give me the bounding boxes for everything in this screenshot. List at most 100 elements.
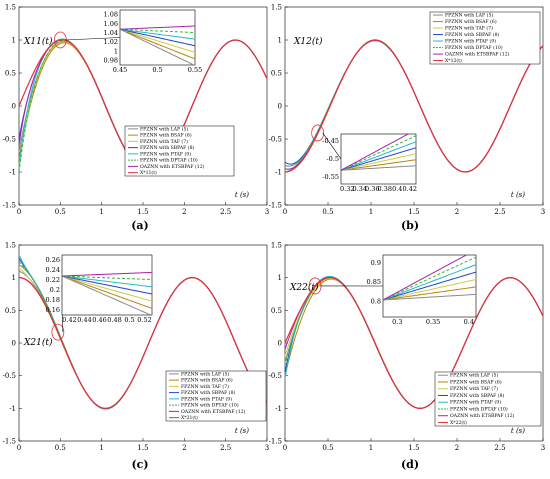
x-tick-label: 2.5: [220, 444, 231, 452]
legend-entry: FPZNN with SBPAF (8): [181, 389, 236, 396]
inset-y-tick-label: 0.18: [46, 296, 60, 304]
x-axis-label: t (s): [511, 427, 525, 435]
zoom-circle: [51, 323, 65, 341]
x-tick-label: 3: [541, 444, 545, 452]
zoom-pointer: [322, 132, 342, 160]
legend-entry: FPZNN with SBPAF (8): [445, 31, 500, 38]
inset-x-tick-label: 0.38: [378, 185, 392, 193]
legend-entry: OAZNN with ETSBPAF (12): [181, 408, 246, 415]
x-axis-label: t (s): [511, 191, 525, 199]
x-tick-label: 2.5: [494, 444, 505, 452]
inset-series-line-6: [120, 28, 195, 34]
inset-series-line-1: [341, 165, 416, 171]
legend-entry: X*21(t): [181, 414, 198, 421]
panel-caption: (c): [131, 458, 148, 471]
inset-y-tick-label: 1: [114, 47, 118, 55]
inset-x-tick-label: 0.42: [62, 316, 76, 324]
y-axis-label: X22(t): [289, 282, 319, 293]
x-tick-label: 2.5: [220, 208, 231, 216]
y-tick-label: 0.5: [5, 70, 16, 78]
inset-series-line-1: [383, 293, 476, 301]
legend-entry: X*22(t): [450, 419, 467, 426]
inset-series-line-3: [383, 279, 476, 301]
legend-box: [165, 370, 267, 422]
inset-series-line-6: [62, 275, 152, 281]
x-tick-label: 2: [182, 208, 186, 216]
inset-y-tick-label: -0.55: [322, 173, 339, 181]
inset-series-line-5: [383, 264, 476, 301]
x-tick-label: 1: [99, 444, 103, 452]
inset-y-tick-label: -0.45: [322, 137, 339, 145]
y-tick-label: 1: [278, 37, 282, 45]
inset-x-tick-label: 0.35: [426, 318, 440, 326]
inset-y-tick-label: 0.26: [46, 256, 60, 264]
inset-series-line-4: [341, 147, 416, 171]
reference-line: [284, 277, 544, 409]
legend-entry: FPZNN with DPTAF (10): [445, 44, 503, 51]
legend-entry: FPZNN with PTAF (9): [450, 399, 501, 406]
inset-series-line-1: [62, 275, 152, 315]
legend: FPZNN with LAF (5)FPZNN with BSAF (6)FPZ…: [434, 372, 542, 427]
legend-entry: FPZNN with LAF (5): [140, 125, 188, 132]
inset-y-tick-label: 1.08: [104, 11, 118, 19]
y-tick-label: 0: [278, 103, 282, 111]
inset-x-tick-label: 0.45: [113, 66, 127, 74]
panel-caption: (b): [401, 219, 419, 232]
inset-series-line-6: [341, 135, 416, 171]
inset-x-tick-label: 0.4: [392, 185, 402, 193]
x-tick-label: 0.5: [322, 208, 333, 216]
x-tick-label: 0: [283, 444, 287, 452]
inset-x-tick-label: 0.55: [188, 66, 202, 74]
inset-series-line-6: [383, 256, 476, 301]
zoom-circle: [311, 124, 325, 142]
y-tick-label: 1: [12, 37, 16, 45]
inset-y-tick-label: 0.85: [367, 278, 381, 286]
inset-series-line-5: [62, 275, 152, 288]
y-tick-label: -1.5: [3, 438, 17, 446]
y-tick-label: 1.5: [5, 242, 16, 250]
y-tick-label: 0: [12, 340, 16, 348]
x-axis-label: t (s): [235, 427, 249, 435]
y-tick-label: -1.5: [269, 202, 283, 210]
x-tick-label: 1: [369, 208, 373, 216]
y-tick-label: -1: [275, 169, 282, 177]
x-tick-label: 2.5: [494, 208, 505, 216]
inset-series-line-4: [120, 28, 195, 47]
inset-x-tick-label: 0.5: [124, 316, 134, 324]
x-tick-label: 0: [17, 208, 21, 216]
panel-caption: (d): [401, 458, 419, 471]
legend-box: [429, 11, 541, 65]
x-tick-label: 0: [17, 444, 21, 452]
legend-entry: FPZNN with LAF (5): [181, 370, 229, 377]
legend-entry: OAZNN with ETSBPAF (12): [140, 163, 205, 170]
legend-entry: FPZNN with PTAF (9): [445, 38, 496, 45]
x-tick-label: 2: [455, 444, 459, 452]
x-tick-label: 0.5: [55, 444, 66, 452]
x-tick-label: 3: [265, 444, 269, 452]
inset-y-tick-label: 0.98: [104, 56, 118, 64]
panel-caption: (a): [131, 219, 149, 232]
x-tick-label: 2: [182, 444, 186, 452]
legend-entry: FPZNN with LAF (5): [450, 372, 498, 379]
inset-x-tick-label: 0.36: [365, 185, 379, 193]
x-tick-label: 2: [455, 208, 459, 216]
inset-series-line-5: [120, 28, 195, 40]
legend-entry: FPZNN with TAF (7): [181, 383, 229, 390]
zoom-pointer: [65, 37, 121, 41]
legend-entry: X*11(t): [140, 169, 157, 176]
y-tick-label: 0: [278, 340, 282, 348]
legend-entry: FPZNN with PTAF (9): [140, 150, 191, 157]
y-tick-label: 0: [12, 103, 16, 111]
legend-entry: FPZNN with BSAF (6): [181, 377, 233, 384]
reference-line: [18, 277, 268, 409]
y-tick-label: 1.5: [5, 4, 16, 12]
inset-series-line-2: [120, 28, 195, 60]
inset-series-line-2: [383, 286, 476, 301]
inset-chart: 0.320.340.360.38 0.4 0.42 -0.45 -0.5 -0.55: [322, 133, 417, 193]
x-tick-label: 1.5: [408, 208, 419, 216]
inset-series-line-3: [120, 28, 195, 53]
y-tick-label: -1: [9, 169, 16, 177]
x-tick-label: 1.5: [137, 444, 148, 452]
